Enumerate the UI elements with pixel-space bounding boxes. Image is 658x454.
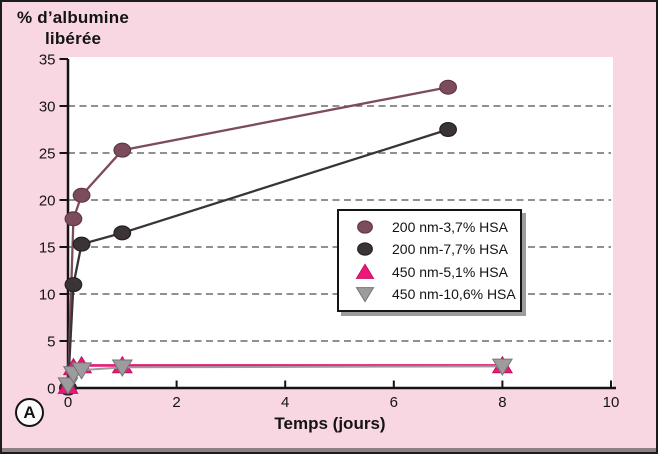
legend-marker-circle-mauve-icon	[357, 220, 373, 234]
marker-triangle-down	[491, 358, 513, 377]
frame-bottom-strip	[2, 448, 656, 452]
x-tick-label: 6	[390, 394, 398, 411]
legend: 200 nm-3,7% HSA 200 nm-7,7% HSA 450 nm-5…	[337, 209, 522, 312]
y-axis-title: % d’albumine libérée	[17, 7, 129, 49]
y-axis-title-line2: libérée	[45, 29, 102, 48]
x-tick-label: 8	[498, 394, 506, 411]
y-tick-label: 35	[39, 52, 56, 69]
legend-marker-triangle-down-gray-icon	[355, 286, 375, 303]
y-tick-label: 20	[39, 193, 56, 210]
marker-triangle-down	[355, 286, 375, 303]
marker-circle	[113, 142, 132, 158]
legend-item: 200 nm-7,7% HSA	[353, 240, 520, 258]
x-tick-label: 2	[172, 394, 180, 411]
marker-circle	[113, 225, 132, 241]
marker-circle	[64, 211, 83, 227]
legend-label: 200 nm-3,7% HSA	[392, 219, 508, 236]
marker-circle	[72, 236, 91, 252]
legend-marker-triangle-up-pink-icon	[355, 263, 375, 279]
marker-triangle-down	[70, 362, 93, 380]
marker-circle	[439, 79, 458, 95]
x-tick-label: 10	[603, 394, 620, 411]
legend-item: 200 nm-3,7% HSA	[353, 218, 520, 236]
series-3	[57, 358, 513, 395]
legend-label: 200 nm-7,7% HSA	[392, 241, 508, 258]
marker-circle	[357, 220, 373, 234]
y-axis-title-line1: % d’albumine	[17, 8, 129, 27]
y-tick-label: 0	[47, 381, 55, 398]
y-tick-label: 15	[39, 240, 56, 257]
panel-label-badge: A	[15, 398, 44, 427]
y-tick-label: 10	[39, 287, 56, 304]
marker-triangle-up	[355, 263, 375, 279]
legend-label: 450 nm-10,6% HSA	[392, 285, 516, 302]
y-tick-label: 30	[39, 99, 56, 116]
legend-label: 450 nm-5,1% HSA	[392, 263, 508, 280]
marker-triangle-down	[111, 359, 133, 377]
marker-circle	[64, 277, 83, 293]
x-axis-label: Temps (jours)	[274, 414, 386, 433]
x-tick-label: 0	[64, 394, 72, 411]
legend-item: 450 nm-10,6% HSA	[353, 285, 520, 303]
legend-item: 450 nm-5,1% HSA	[353, 263, 520, 281]
marker-circle	[439, 121, 458, 137]
y-tick-label: 25	[39, 146, 56, 163]
y-tick-label: 5	[47, 334, 55, 351]
marker-circle	[72, 187, 91, 203]
marker-circle	[357, 242, 373, 257]
x-tick-label: 4	[281, 394, 289, 411]
legend-marker-circle-dark-icon	[357, 242, 373, 257]
